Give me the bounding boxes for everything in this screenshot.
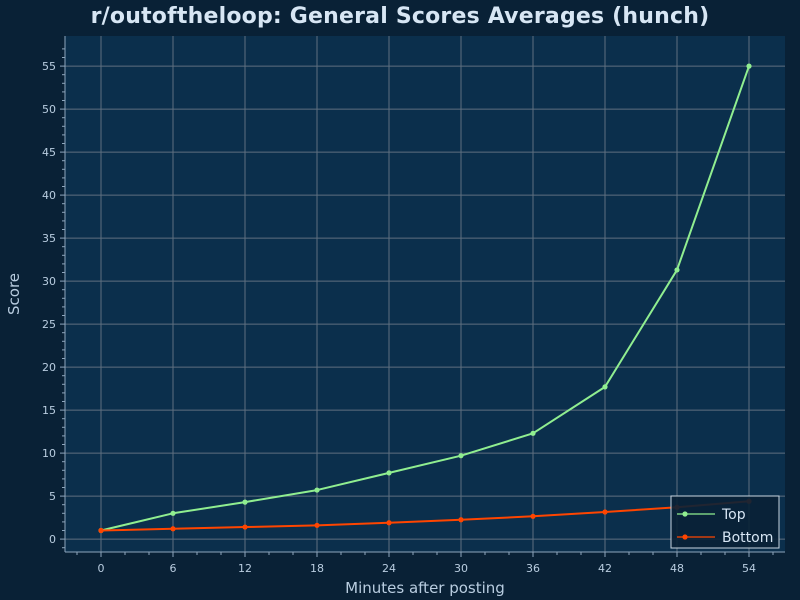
- data-point-top: [170, 510, 176, 516]
- y-tick-label: 45: [42, 146, 56, 159]
- data-point-bottom: [530, 513, 536, 519]
- y-tick-label: 5: [49, 490, 56, 503]
- y-tick-label: 55: [42, 60, 56, 73]
- data-point-top: [530, 430, 536, 436]
- legend-box: [670, 495, 780, 549]
- y-tick-label: 20: [42, 361, 56, 374]
- x-tick-label: 24: [382, 562, 396, 575]
- x-tick-label: 0: [98, 562, 105, 575]
- data-point-top: [746, 63, 752, 69]
- legend-marker-bottom: [682, 534, 688, 540]
- series-layer: [98, 63, 752, 534]
- data-point-bottom: [602, 509, 608, 515]
- data-point-bottom: [386, 520, 392, 526]
- plot-area: [65, 36, 785, 552]
- data-point-top: [458, 453, 464, 459]
- x-tick-label: 36: [526, 562, 540, 575]
- x-tick-label: 48: [670, 562, 684, 575]
- chart-title: r/outoftheloop: General Scores Averages …: [90, 4, 710, 29]
- y-tick-label: 10: [42, 447, 56, 460]
- x-tick-label: 54: [742, 562, 756, 575]
- series-line-top: [100, 65, 750, 532]
- data-point-top: [674, 267, 680, 273]
- series-line-bottom: [100, 500, 750, 532]
- y-tick-label: 35: [42, 232, 56, 245]
- y-tick-label: 50: [42, 103, 56, 116]
- data-point-top: [602, 384, 608, 390]
- x-axis-label: Minutes after posting: [345, 579, 505, 597]
- x-tick-label: 12: [238, 562, 252, 575]
- legend-label-top: Top: [721, 507, 746, 523]
- data-point-bottom: [242, 524, 248, 530]
- data-point-bottom: [458, 517, 464, 523]
- axes: 0 6 12 18 24 30 36 42 48 54 0 5 10 15 20 25 30 35 40 45 50 55: [42, 36, 785, 575]
- y-tick-label: 0: [49, 533, 56, 546]
- legend-marker-top: [682, 511, 688, 517]
- x-tick-label: 42: [598, 562, 612, 575]
- data-point-bottom: [314, 522, 320, 528]
- y-axis-label: Score: [5, 273, 23, 315]
- data-point-top: [314, 487, 320, 493]
- y-tick-label: 25: [42, 318, 56, 331]
- data-point-top: [242, 499, 248, 505]
- data-point-top: [386, 470, 392, 476]
- y-tick-label: 40: [42, 189, 56, 202]
- legend-label-bottom: Bottom: [722, 530, 773, 546]
- y-tick-label: 30: [42, 275, 56, 288]
- data-point-bottom: [170, 526, 176, 532]
- x-tick-label: 30: [454, 562, 468, 575]
- y-tick-label: 15: [42, 404, 56, 417]
- data-point-bottom: [98, 527, 104, 534]
- x-tick-label: 18: [310, 562, 324, 575]
- legend: Top Bottom: [670, 495, 780, 549]
- x-tick-label: 6: [170, 562, 177, 575]
- grid-lines: [65, 36, 785, 552]
